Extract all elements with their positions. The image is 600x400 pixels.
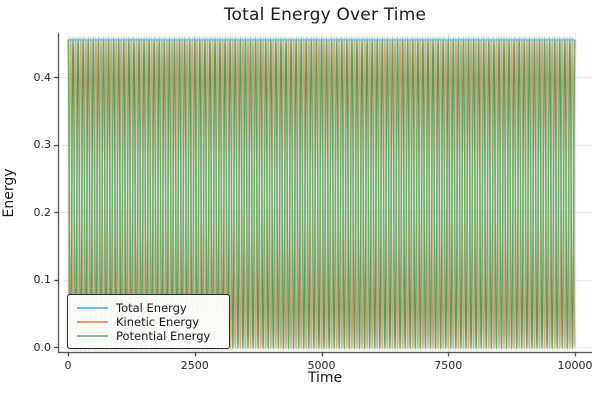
y-axis-label: Energy [1,168,17,218]
x-tick-label: 2500 [180,358,209,372]
legend-item-total-energy: Total Energy [77,300,221,315]
legend-label: Kinetic Energy [116,314,200,329]
legend: Total Energy Kinetic Energy Potential Ener… [67,294,230,349]
legend-label: Potential Energy [116,328,211,343]
x-tick-label: 5000 [307,358,336,372]
legend-line-icon [77,320,108,323]
x-tick-label: 10000 [557,358,593,372]
x-tick-label: 0 [64,358,72,372]
y-tick-label: 0.3 [33,138,52,151]
x-axis-label: Time [307,370,343,386]
legend-line-icon [77,306,108,309]
legend-item-kinetic-energy: Kinetic Energy [77,314,221,329]
y-tick-label: 0.2 [33,205,52,219]
legend-item-potential-energy: Potential Energy [77,328,221,343]
y-tick-label: 0.0 [33,340,52,354]
chart-title: Total Energy Over Time [223,5,427,25]
y-tick-label: 0.4 [33,70,52,84]
x-tick-label: 7500 [434,358,463,372]
legend-line-icon [77,334,108,337]
y-tick-label: 0.1 [33,273,52,286]
legend-label: Total Energy [116,300,187,315]
